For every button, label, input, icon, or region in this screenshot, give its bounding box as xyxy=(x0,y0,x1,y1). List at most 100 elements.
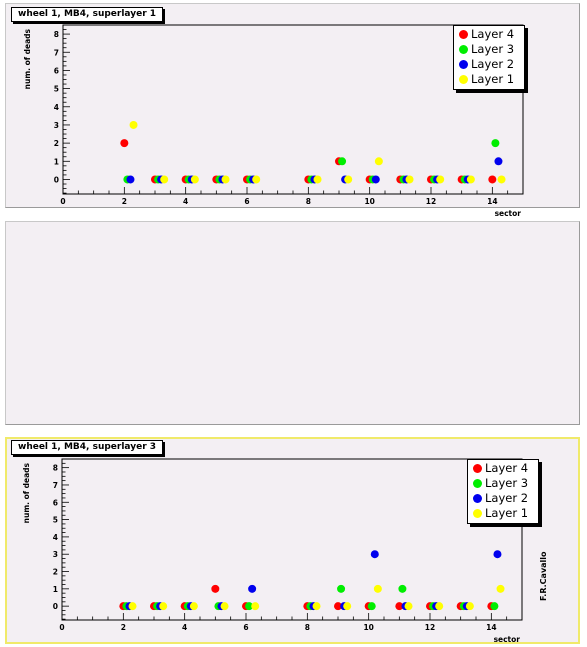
data-point-layer-3 xyxy=(367,602,376,611)
legend-item-layer-4: Layer 4 xyxy=(457,27,525,42)
x-tick-label: 2 xyxy=(122,197,127,206)
data-point-layer-2 xyxy=(126,175,135,184)
legend-label: Layer 4 xyxy=(485,461,529,475)
data-point-layer-1 xyxy=(128,602,137,611)
y-tick-label: 8 xyxy=(53,464,58,473)
legend-marker xyxy=(459,30,468,39)
y-tick-label: 3 xyxy=(54,121,59,130)
legend-item-layer-1: Layer 1 xyxy=(457,72,525,87)
data-point-layer-1 xyxy=(496,584,505,593)
y-tick-label: 2 xyxy=(54,139,59,148)
legend-label: Layer 4 xyxy=(471,27,515,41)
y-tick-label: 0 xyxy=(54,175,59,184)
y-tick-label: 5 xyxy=(53,516,58,525)
data-point-layer-1 xyxy=(251,602,260,611)
y-tick-label: 7 xyxy=(53,481,58,490)
legend-marker xyxy=(473,509,482,518)
data-point-layer-1 xyxy=(221,175,230,184)
legend-item-layer-4: Layer 4 xyxy=(471,461,539,476)
data-point-layer-3 xyxy=(245,602,254,611)
x-axis-label: sector xyxy=(494,635,521,644)
data-point-layer-3 xyxy=(398,584,407,593)
x-tick-label: 0 xyxy=(60,197,65,206)
y-tick-label: 1 xyxy=(53,585,58,594)
legend-item-layer-3: Layer 3 xyxy=(471,476,539,491)
data-point-layer-1 xyxy=(404,602,413,611)
y-tick-label: 5 xyxy=(54,85,59,94)
data-point-layer-2 xyxy=(371,175,380,184)
legend-label: Layer 1 xyxy=(471,72,515,86)
data-point-layer-2 xyxy=(248,584,257,593)
x-tick-label: 14 xyxy=(486,623,496,632)
y-tick-label: 6 xyxy=(54,66,59,75)
legend-label: Layer 3 xyxy=(471,42,515,56)
legend-marker xyxy=(473,494,482,503)
legend-item-layer-1: Layer 1 xyxy=(471,506,539,521)
data-point-layer-4 xyxy=(334,602,342,611)
x-tick-label: 12 xyxy=(425,623,435,632)
x-tick-label: 8 xyxy=(306,197,311,206)
legend-marker xyxy=(459,75,468,84)
y-tick-label: 8 xyxy=(54,30,59,39)
legend-marker xyxy=(459,60,468,69)
data-point-layer-1 xyxy=(252,175,261,184)
x-tick-label: 10 xyxy=(364,197,374,206)
x-tick-label: 14 xyxy=(487,197,497,206)
author-signature: F.R.Cavallo xyxy=(539,551,548,601)
y-axis-label: num. of deads xyxy=(23,28,32,89)
x-tick-label: 2 xyxy=(121,623,126,632)
x-tick-label: 12 xyxy=(426,197,436,206)
data-point-layer-3 xyxy=(338,157,347,166)
chart-pad-superlayer-3: wheel 1, MB4, superlayer 3 0 2 4 6 8 10 12 14 0 1… xyxy=(5,437,580,644)
legend-label: Layer 2 xyxy=(485,491,529,505)
y-axis-label: num. of deads xyxy=(22,462,31,523)
data-point-layer-1 xyxy=(435,602,444,611)
data-point-layer-1 xyxy=(129,120,138,129)
y-tick-label: 1 xyxy=(54,157,59,166)
data-point-layer-1 xyxy=(160,175,169,184)
data-point-layer-3 xyxy=(490,602,499,611)
data-point-layer-1 xyxy=(189,602,198,611)
chart-title: wheel 1, MB4, superlayer 1 xyxy=(11,7,164,22)
data-point-layer-1 xyxy=(344,175,353,184)
y-tick-label: 4 xyxy=(54,103,59,112)
chart-legend: Layer 4 Layer 3 Layer 2 Layer 1 xyxy=(467,459,539,524)
data-point-layer-1 xyxy=(436,175,445,184)
legend-label: Layer 2 xyxy=(471,57,515,71)
x-tick-label: 8 xyxy=(305,623,310,632)
y-tick-label: 3 xyxy=(53,550,58,559)
data-point-layer-2 xyxy=(370,550,379,559)
data-point-layer-1 xyxy=(343,602,352,611)
data-point-layer-1 xyxy=(220,602,229,611)
x-tick-label: 4 xyxy=(182,623,187,632)
data-point-layer-1 xyxy=(465,602,474,611)
y-tick-label: 7 xyxy=(54,48,59,57)
x-tick-label: 6 xyxy=(244,197,249,206)
data-point-layer-1 xyxy=(373,584,382,593)
legend-item-layer-3: Layer 3 xyxy=(457,42,525,57)
empty-pad xyxy=(5,221,580,425)
legend-marker xyxy=(459,45,468,54)
legend-marker xyxy=(473,464,482,473)
data-point-layer-3 xyxy=(491,139,500,148)
legend-label: Layer 1 xyxy=(485,506,529,520)
data-point-layer-2 xyxy=(493,550,502,559)
data-point-layer-4 xyxy=(488,175,497,184)
x-tick-label: 6 xyxy=(243,623,248,632)
legend-item-layer-2: Layer 2 xyxy=(471,491,539,506)
chart-legend: Layer 4 Layer 3 Layer 2 Layer 1 xyxy=(453,25,525,90)
data-point-layer-1 xyxy=(312,602,321,611)
y-tick-label: 2 xyxy=(53,568,58,577)
y-tick-label: 6 xyxy=(53,498,58,507)
data-point-layer-1 xyxy=(159,602,168,611)
data-point-layer-1 xyxy=(374,157,383,166)
y-tick-label: 4 xyxy=(53,533,58,542)
chart-pad-superlayer-1: wheel 1, MB4, superlayer 1 0 2 4 6 8 10 12 14 0 1… xyxy=(5,3,580,218)
x-axis-label: sector xyxy=(495,209,522,218)
data-point-layer-1 xyxy=(190,175,199,184)
x-tick-label: 4 xyxy=(183,197,188,206)
x-tick-label: 10 xyxy=(363,623,373,632)
data-point-layer-1 xyxy=(466,175,475,184)
